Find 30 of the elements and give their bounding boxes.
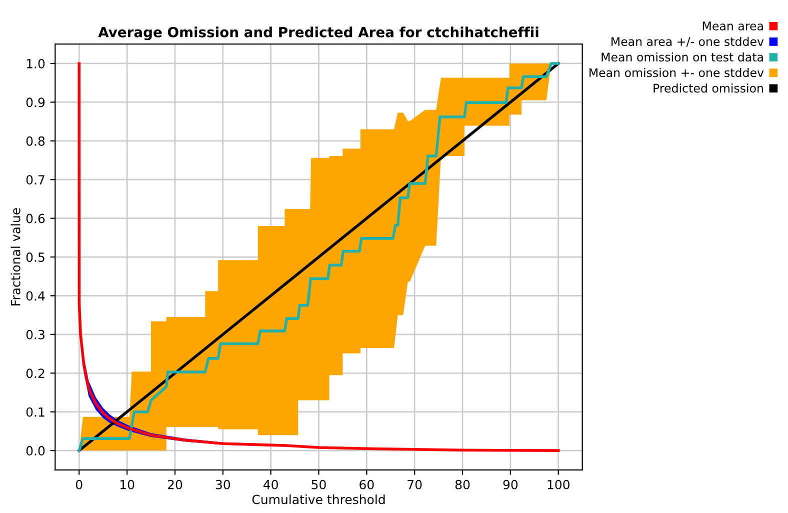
y-tick-label: 0.9 bbox=[26, 98, 45, 108]
legend-label: Mean area bbox=[702, 22, 763, 30]
x-tick-label: 20 bbox=[168, 480, 182, 490]
legend-label: Mean omission on test data bbox=[602, 52, 763, 62]
legend-label: Mean area +/- one stddev bbox=[612, 36, 764, 47]
legend-label: Mean omission +- one stddev bbox=[590, 68, 764, 78]
y-tick-label: 0.7 bbox=[26, 175, 44, 185]
y-tick-label: 0.5 bbox=[26, 252, 44, 262]
y-tick-label: 1.0 bbox=[26, 58, 45, 68]
x-tick-label: 0 bbox=[76, 480, 82, 490]
y-axis-title: Fractional value bbox=[10, 208, 20, 306]
y-tick-label: 0.8 bbox=[26, 136, 45, 146]
x-axis-title: Cumulative threshold bbox=[252, 494, 385, 504]
y-tick-label: 0.1 bbox=[26, 407, 44, 417]
y-tick-label: 0.0 bbox=[26, 446, 45, 456]
x-tick-label: 40 bbox=[263, 480, 278, 490]
x-tick-label: 80 bbox=[455, 480, 470, 490]
legend-label: Predicted omission bbox=[654, 84, 763, 93]
x-tick-label: 30 bbox=[216, 480, 230, 490]
chart-title: Average Omission and Predicted Area for ctchihatcheffii bbox=[98, 26, 538, 40]
x-tick-label: 70 bbox=[408, 480, 422, 490]
y-tick-label: 0.6 bbox=[26, 214, 45, 224]
x-tick-label: 10 bbox=[120, 480, 134, 490]
x-tick-label: 50 bbox=[312, 480, 326, 490]
x-tick-label: 60 bbox=[360, 480, 374, 490]
x-tick-label: 90 bbox=[503, 480, 518, 490]
y-tick-label: 0.4 bbox=[26, 291, 45, 301]
x-tick-label: 100 bbox=[548, 480, 570, 490]
y-tick-label: 0.2 bbox=[26, 368, 44, 378]
y-tick-label: 0.3 bbox=[26, 330, 44, 340]
